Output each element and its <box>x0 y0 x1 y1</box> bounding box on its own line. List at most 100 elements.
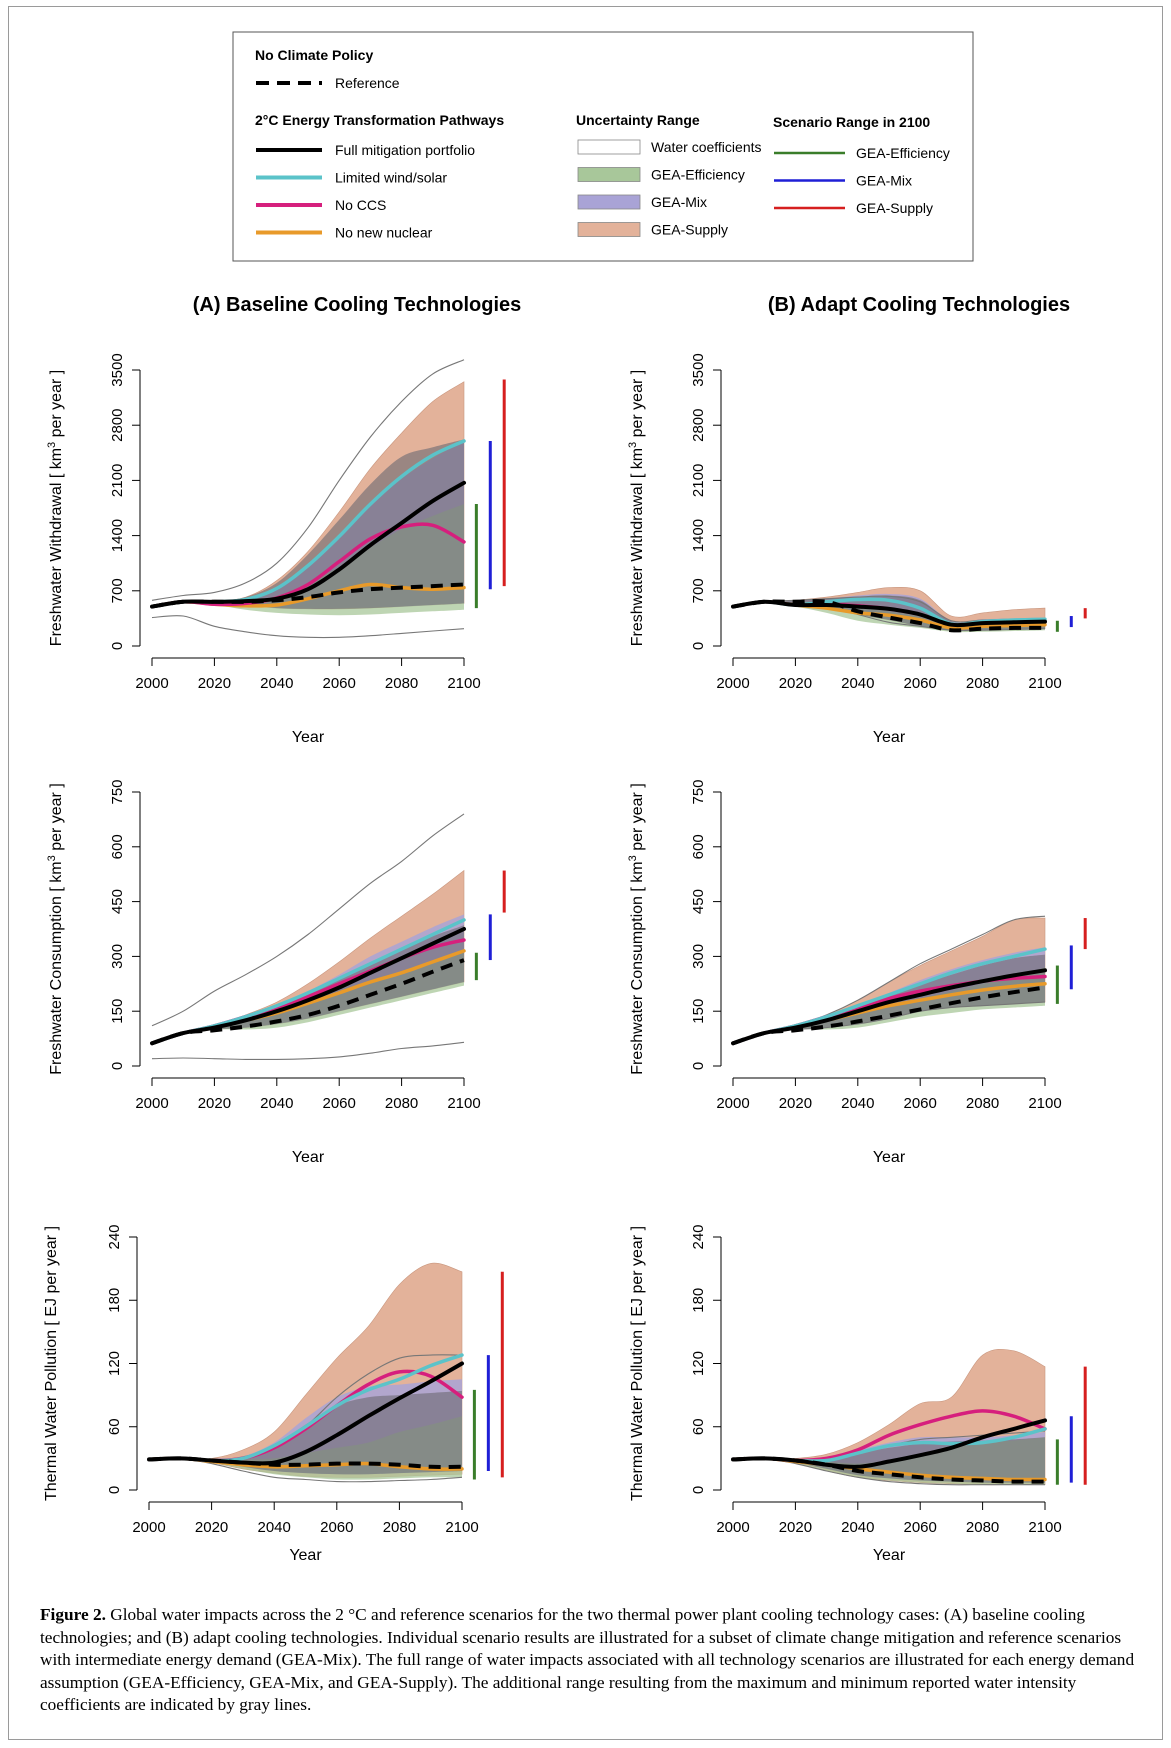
reference-line <box>732 985 1046 1046</box>
x-tick-label: 2100 <box>447 1095 480 1112</box>
legend-pathway-label: No CCS <box>335 197 386 213</box>
legend-scenario-label: GEA-Mix <box>856 173 912 189</box>
y-tick-label: 3500 <box>109 353 126 386</box>
x-axis-label: Year <box>873 1149 906 1166</box>
x-tick-label: 2080 <box>966 1519 999 1536</box>
y-tick-label: 750 <box>109 779 126 804</box>
figure-frame <box>8 6 1163 1740</box>
y-tick-label: 2100 <box>109 464 126 497</box>
y-axis-label-sup: 3 <box>46 442 58 448</box>
x-tick-label: 2100 <box>447 675 480 692</box>
axes: 0 150 300 450 600 750 2000 2020 2040 2060 2080 2100… <box>46 779 481 1166</box>
y-axis-label: Freshwater Withdrawal [ km3 per year ] <box>46 370 65 646</box>
x-tick-label: 2080 <box>383 1519 416 1536</box>
x-tick-label: 2020 <box>198 675 231 692</box>
y-tick-label: 450 <box>109 889 126 914</box>
full-mitigation-line <box>150 480 466 609</box>
axes: 0 60 120 180 240 2000 2020 2040 2060 2080 2100 Year… <box>43 1224 479 1564</box>
full-mitigation-line <box>147 1361 464 1466</box>
caption-label: Figure 2. <box>40 1605 106 1624</box>
y-axis-label-unit: per year ] <box>48 370 65 442</box>
x-tick-label: 2080 <box>966 1095 999 1112</box>
legend-uncertainty: Water coefficients GEA-Efficiency GEA-Mix G… <box>577 139 762 238</box>
y-tick-label: 700 <box>690 578 707 603</box>
y-axis-label-main: Thermal Water Pollution [ EJ per year ] <box>43 1226 60 1501</box>
y-axis-label-sup: 3 <box>46 855 58 861</box>
x-tick-label: 2040 <box>841 675 874 692</box>
x-tick-label: 2020 <box>779 675 812 692</box>
y-axis-label-main: Freshwater Withdrawal [ km <box>48 448 65 646</box>
legend-pathways-title: 2°C Energy Transformation Pathways <box>255 112 504 128</box>
x-tick-label: 2100 <box>1028 675 1061 692</box>
chart-A-consumption: 0 150 300 450 600 750 2000 2020 2040 2060 2080 2100… <box>46 779 506 1166</box>
y-tick-label: 1400 <box>690 519 707 552</box>
x-tick-label: 2060 <box>904 1519 937 1536</box>
x-tick-label: 2080 <box>966 675 999 692</box>
y-tick-label: 750 <box>690 779 707 804</box>
y-tick-label: 0 <box>106 1486 123 1494</box>
legend-uncertainty-label: Water coefficients <box>651 139 762 155</box>
band-overlap <box>152 439 464 610</box>
legend-scenario-title: Scenario Range in 2100 <box>773 114 930 130</box>
axes: 0 700 1400 2100 2800 3500 2000 2020 2040 2060 2080… <box>627 353 1062 746</box>
y-tick-label: 0 <box>109 642 126 650</box>
chart-B-thermal: 0 60 120 180 240 2000 2020 2040 2060 2080 2100 Year… <box>629 1224 1087 1564</box>
y-axis-label-main: Freshwater Consumption [ km <box>629 861 646 1074</box>
x-tick-label: 2040 <box>260 1095 293 1112</box>
y-axis-label-main: Thermal Water Pollution [ EJ per year ] <box>629 1226 646 1501</box>
reference-line <box>151 958 465 1046</box>
legend-uncertainty-label: GEA-Supply <box>651 222 728 238</box>
y-tick-label: 2800 <box>690 409 707 442</box>
coef-upper-line <box>151 359 465 601</box>
chart-A-thermal: 0 60 120 180 240 2000 2020 2040 2060 2080 2100 Year… <box>43 1224 504 1564</box>
y-tick-label: 300 <box>690 944 707 969</box>
y-axis-label-sup: 3 <box>627 855 639 861</box>
column-title-b: (B) Adapt Cooling Technologies <box>768 294 1070 316</box>
y-tick-label: 2100 <box>690 464 707 497</box>
full-mitigation-line <box>731 968 1047 1046</box>
y-tick-label: 0 <box>690 1486 707 1494</box>
x-tick-label: 2040 <box>841 1095 874 1112</box>
x-tick-label: 2000 <box>132 1519 165 1536</box>
axes: 0 150 300 450 600 750 2000 2020 2040 2060 2080 2100… <box>627 779 1062 1166</box>
y-tick-label: 3500 <box>690 353 707 386</box>
y-axis-label: Thermal Water Pollution [ EJ per year ] <box>629 1226 646 1501</box>
x-tick-label: 2000 <box>716 675 749 692</box>
x-tick-label: 2020 <box>198 1095 231 1112</box>
legend-reference-label: Reference <box>335 75 400 91</box>
y-tick-label: 0 <box>690 642 707 650</box>
y-axis-label: Freshwater Withdrawal [ km3 per year ] <box>627 370 646 646</box>
caption-text: Global water impacts across the 2 °C and… <box>40 1605 1135 1714</box>
x-tick-label: 2020 <box>779 1519 812 1536</box>
x-tick-label: 2000 <box>716 1519 749 1536</box>
reference-line <box>732 599 1046 633</box>
y-axis-label-sup: 3 <box>627 442 639 448</box>
full-mitigation-line <box>731 599 1047 628</box>
chart-A-withdrawal: 0 700 1400 2100 2800 3500 2000 2020 2040 2060 2080… <box>46 353 506 746</box>
coef-upper-line <box>151 813 465 1027</box>
y-tick-label: 240 <box>690 1224 707 1249</box>
column-title-a: (A) Baseline Cooling Technologies <box>193 294 522 316</box>
y-tick-label: 0 <box>690 1062 707 1070</box>
y-tick-label: 180 <box>690 1288 707 1313</box>
legend-scenario-label: GEA-Efficiency <box>856 145 950 161</box>
full-mitigation-line <box>731 1418 1047 1469</box>
y-tick-label: 180 <box>106 1288 123 1313</box>
x-tick-label: 2100 <box>445 1519 478 1536</box>
x-tick-label: 2040 <box>841 1519 874 1536</box>
legend-scenario: GEA-Efficiency GEA-Mix GEA-Supply <box>774 145 950 216</box>
y-tick-label: 700 <box>109 578 126 603</box>
y-axis-label: Freshwater Consumption [ km3 per year ] <box>627 783 646 1075</box>
y-tick-label: 120 <box>690 1351 707 1376</box>
full-mitigation-line <box>150 927 466 1046</box>
y-tick-label: 1400 <box>109 519 126 552</box>
band-overlap <box>152 925 464 1044</box>
y-tick-label: 0 <box>109 1062 126 1070</box>
y-axis-label-unit: per year ] <box>629 783 646 855</box>
legend-uncertainty-title: Uncertainty Range <box>576 112 700 128</box>
band-overlap <box>149 1390 462 1475</box>
plots: 0 700 1400 2100 2800 3500 2000 2020 2040 2060 2080… <box>43 353 1087 1564</box>
legend: No Climate Policy Reference 2°C Energy T… <box>232 31 974 262</box>
y-axis-label-main: Freshwater Withdrawal [ km <box>629 448 646 646</box>
